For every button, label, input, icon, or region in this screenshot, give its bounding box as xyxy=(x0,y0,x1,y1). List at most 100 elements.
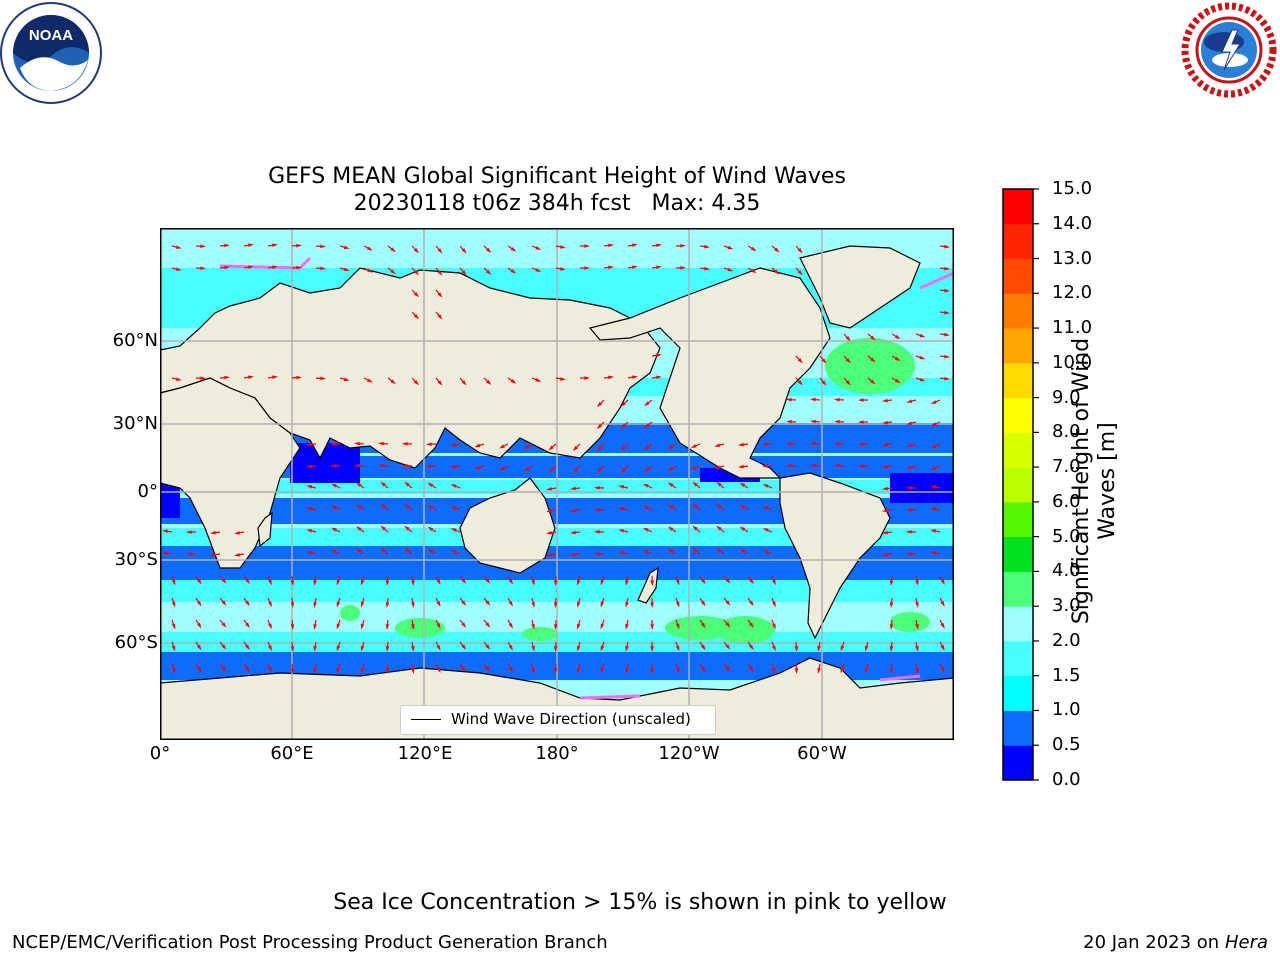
wave-arrow-head xyxy=(915,579,919,586)
wave-arrow-head xyxy=(667,444,674,450)
wave-arrow-head xyxy=(632,243,638,248)
wave-arrow-head xyxy=(196,622,202,629)
wave-arrow-head xyxy=(864,667,869,674)
wave-arrow-head xyxy=(306,551,313,555)
wave-arrow-head xyxy=(725,622,731,628)
wave-arrow-head xyxy=(248,265,254,270)
wave-arrow-head xyxy=(725,666,731,672)
wave-arrow-head xyxy=(427,482,434,488)
wave-arrow-head xyxy=(378,463,384,468)
wave-arrow-head xyxy=(889,624,894,630)
wave-arrow-head xyxy=(650,580,654,586)
wave-arrow-head xyxy=(625,667,629,674)
wave-arrow-head xyxy=(882,530,888,535)
colorbar-tick-label: 10.0 xyxy=(1052,351,1093,373)
wave-arrow-head xyxy=(620,401,626,407)
wave-arrow-head xyxy=(546,508,552,513)
wave-arrow-head xyxy=(553,646,558,652)
wave-arrow-head xyxy=(739,526,746,532)
colorbar-tick-label: 15.0 xyxy=(1052,178,1093,199)
wave-arrow-head xyxy=(774,269,780,275)
wave-arrow-head xyxy=(531,645,535,652)
colorbar-title: Significant Height of Wind Waves [m] xyxy=(1069,337,1120,625)
wave-arrow-head xyxy=(296,265,302,270)
wave-arrow-head xyxy=(245,600,250,607)
wave-arrow-head xyxy=(210,530,216,535)
wave-arrow-head xyxy=(450,464,456,469)
wave-arrow-head xyxy=(817,645,821,652)
wave-arrow-head xyxy=(272,243,278,248)
wave-arrow-head xyxy=(196,644,202,651)
wave-arrow-head xyxy=(716,525,722,531)
wave-arrow-head xyxy=(675,667,680,674)
wave-arrow-head xyxy=(390,269,396,275)
wave-arrow-head xyxy=(667,482,674,487)
wave-arrow-head xyxy=(692,481,698,487)
wave-arrow-head xyxy=(186,530,192,534)
wave-arrow-head xyxy=(343,245,350,249)
colorbar-tick-label: 1.0 xyxy=(1052,699,1081,721)
wave-arrow-head xyxy=(572,467,579,473)
colorbar-tick-label: 12.0 xyxy=(1052,282,1093,304)
wave-arrow-head xyxy=(810,419,816,424)
wave-arrow-head xyxy=(360,667,365,674)
wave-arrow-head xyxy=(700,644,706,651)
wave-arrow-head xyxy=(840,667,845,674)
wave-arrow-head xyxy=(523,444,530,450)
wave-arrow-head xyxy=(385,580,390,586)
wave-arrow-head xyxy=(548,445,554,451)
wave-arrow-head xyxy=(725,578,731,584)
wave-arrow-head xyxy=(162,529,168,534)
lon-label-60w: 60°W xyxy=(797,743,847,764)
colorbar-segment xyxy=(1003,606,1033,642)
wave-arrow-head xyxy=(330,464,336,468)
wave-arrow-head xyxy=(508,644,513,651)
wave-arrow-head xyxy=(411,668,415,674)
wave-arrow-head xyxy=(725,644,731,650)
wave-arrow-head xyxy=(426,442,432,447)
wave-arrow-head xyxy=(437,292,443,298)
wave-arrow-head xyxy=(700,622,706,629)
wave-arrow-head xyxy=(553,580,558,586)
wave-arrow-head xyxy=(797,380,803,386)
wave-arrow-head xyxy=(644,423,650,429)
wave-arrow-head xyxy=(413,269,419,276)
wave-arrow-head xyxy=(944,266,950,271)
wave-arrow-head xyxy=(296,375,302,380)
colorbar-segment xyxy=(1003,223,1033,260)
wave-arrow-head xyxy=(572,445,579,451)
wave-arrow-head xyxy=(786,419,792,424)
wave-arrow-head xyxy=(596,445,603,452)
colorbar-segment xyxy=(1003,745,1033,781)
wave-arrow-head xyxy=(320,266,326,271)
wave-arrow-head xyxy=(840,645,845,652)
wave-arrow-head xyxy=(584,376,590,380)
wave-arrow-head xyxy=(594,508,600,512)
wave-arrow-head xyxy=(930,422,937,427)
wave-arrow-head xyxy=(919,377,926,382)
wave-arrow-head xyxy=(380,525,386,531)
wave-arrow-head xyxy=(600,579,605,586)
wave-arrow-head xyxy=(834,441,840,446)
date-text: 20 Jan 2023 on xyxy=(1083,932,1225,953)
wave-arrow-head xyxy=(882,486,888,491)
wave-arrow-head xyxy=(749,644,754,651)
wave-arrow-head xyxy=(577,667,581,674)
wave-arrow-head xyxy=(915,601,919,608)
wave-arrow-head xyxy=(749,578,754,585)
host-name: Hera xyxy=(1224,932,1268,953)
wave-arrow-head xyxy=(675,645,680,652)
wave-arrow-head xyxy=(692,503,698,509)
wave-arrow-head xyxy=(272,375,278,380)
wave-arrow-head xyxy=(675,579,680,586)
wave-arrow-head xyxy=(560,377,566,381)
wave-arrow-head xyxy=(749,600,754,607)
lat-label-60n: 60°N xyxy=(112,330,158,351)
wave-arrow-head xyxy=(485,600,491,606)
wave-arrow-head xyxy=(762,528,769,532)
wave-arrow-head xyxy=(196,666,202,673)
wave-arrow-head xyxy=(186,552,192,556)
wave-arrow-head xyxy=(508,622,513,629)
wave-arrow-head xyxy=(596,467,603,474)
wave-arrow-head xyxy=(306,529,313,533)
